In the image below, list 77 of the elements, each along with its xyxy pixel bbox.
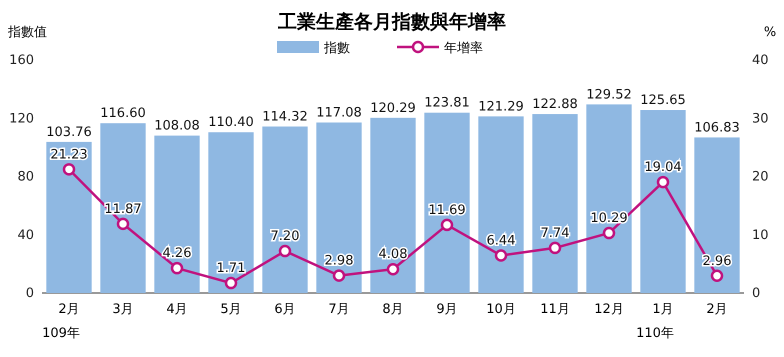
y2-tick-label: 0 (752, 286, 760, 302)
data-label: 120.29 (370, 100, 416, 116)
bar (262, 126, 308, 293)
legend-label: 年增率 (444, 40, 483, 56)
data-label: 110.40 (208, 115, 254, 130)
x-tick-label: 10月 (486, 302, 516, 317)
data-label: 117.08 (316, 106, 362, 120)
x-tick-label: 8月 (382, 302, 404, 317)
legend-label: 指數 (323, 41, 350, 56)
bar (478, 116, 524, 293)
data-label: 7.20 (270, 229, 300, 244)
bar (370, 118, 416, 293)
bar (316, 122, 362, 293)
x-tick-label: 6月 (274, 302, 296, 317)
x-tick-label: 9月 (436, 302, 458, 317)
y-tick-label: 120 (9, 111, 34, 126)
data-label: 2.98 (324, 254, 354, 269)
point (62, 163, 76, 176)
data-label: 114.32 (262, 110, 308, 125)
y2-tick-label: 40 (752, 53, 769, 68)
y-tick-label: 0 (26, 286, 34, 302)
point (710, 270, 724, 282)
data-label: 129.52 (586, 87, 632, 102)
data-label: 4.26 (162, 246, 192, 262)
bar (586, 104, 632, 293)
bar (100, 123, 146, 293)
point (386, 262, 400, 276)
bar (208, 132, 254, 293)
y2-tick-label: 20 (752, 170, 769, 185)
data-label: 103.76 (46, 124, 92, 140)
x-tick-label: 3月 (112, 302, 134, 317)
point (602, 226, 616, 240)
point (548, 242, 562, 254)
bar (640, 110, 686, 293)
x-tick-label: 11月 (540, 302, 570, 317)
bar (154, 136, 200, 293)
chart-title: 工業生產各月指數與年增率 (277, 11, 506, 33)
y-tick-label: 80 (17, 170, 34, 185)
bar (424, 112, 470, 293)
data-label: 123.81 (424, 96, 470, 111)
y2-axis-title: % (764, 25, 776, 40)
data-label: 11.69 (428, 202, 466, 218)
point (278, 244, 292, 258)
point (332, 269, 346, 282)
x-tick-label: 12月 (594, 302, 624, 317)
data-label: 4.08 (378, 247, 408, 262)
x-tick-label: 2月 109年 (42, 302, 80, 341)
point (494, 249, 508, 262)
data-label: 121.29 (478, 99, 524, 114)
y-tick-label: 40 (17, 228, 34, 243)
x-tick-label: 5月 (220, 302, 242, 317)
data-label: 106.83 (694, 120, 740, 136)
data-label: 21.23 (50, 147, 88, 162)
point (656, 176, 670, 188)
data-label: 116.60 (100, 106, 146, 122)
x-tick-label: 4月 (166, 302, 188, 317)
data-label: 125.65 (640, 93, 686, 108)
data-label: 1.71 (216, 261, 246, 276)
bar (694, 137, 740, 293)
point (116, 218, 130, 230)
y2-tick-label: 30 (752, 111, 769, 126)
data-label: 6.44 (486, 233, 516, 248)
y-tick-label: 160 (9, 53, 34, 68)
data-label: 7.74 (540, 226, 570, 241)
point (170, 262, 184, 274)
x-tick-label: 1月 110年 (636, 302, 674, 341)
data-label: 19.04 (644, 160, 682, 176)
data-label: 108.08 (154, 118, 200, 134)
x-tick-label: 7月 (328, 302, 350, 317)
point (224, 276, 238, 290)
point (440, 218, 454, 232)
x-tick-label: 2月 (706, 302, 728, 317)
bar (46, 142, 92, 293)
y-axis-title: 指數值 (7, 25, 47, 40)
y2-tick-label: 10 (752, 228, 769, 243)
data-label: 122.88 (532, 97, 578, 112)
bar (532, 114, 578, 293)
